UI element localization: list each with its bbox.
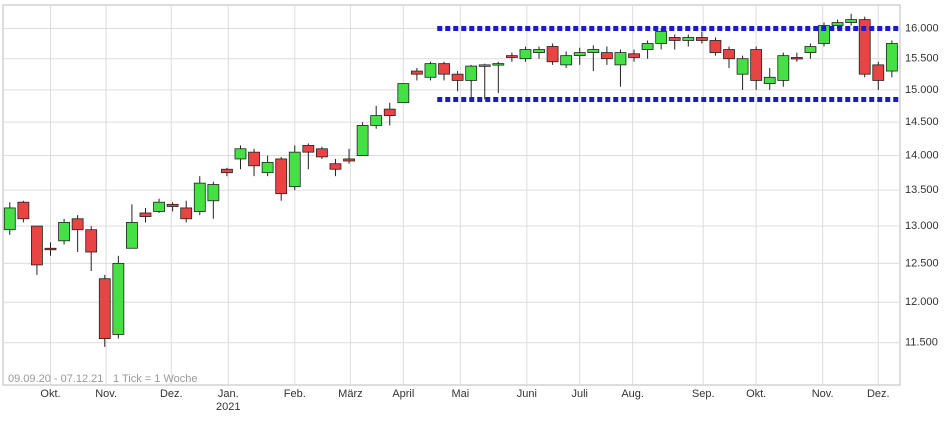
candle-body xyxy=(153,201,165,212)
candle-body xyxy=(790,57,803,60)
candle-body xyxy=(71,218,84,231)
candle-body xyxy=(560,55,573,66)
candle-body xyxy=(614,52,627,66)
x-tick-label: Juni xyxy=(517,388,537,400)
candle-body xyxy=(519,49,532,60)
date-range: 09.09.20 - 07.12.21 xyxy=(8,373,103,385)
candle-body xyxy=(628,53,640,58)
y-tick-label: 12.000 xyxy=(905,296,939,308)
candle-body xyxy=(397,83,410,104)
x-tick-label: Sep. xyxy=(692,388,715,400)
candle-body xyxy=(736,58,749,75)
x-tick-label: Feb. xyxy=(284,388,306,400)
x-tick-label: Nov. xyxy=(812,388,834,400)
x-tick-label: Aug. xyxy=(621,388,644,400)
y-tick-label: 15.500 xyxy=(905,53,939,65)
marks xyxy=(3,13,900,347)
candle-body xyxy=(546,46,559,63)
candle-body xyxy=(275,158,288,195)
candle-body xyxy=(573,52,586,57)
candle-body xyxy=(3,207,16,231)
candle-body xyxy=(221,168,233,174)
candle-body xyxy=(356,125,369,156)
x-tick-label: Juli xyxy=(571,388,588,400)
candle-body xyxy=(682,37,695,41)
candle-body xyxy=(343,158,355,162)
candle-body xyxy=(112,262,125,335)
candle-body xyxy=(410,70,423,75)
x-tick-label: Mai xyxy=(451,388,469,400)
y-tick-label: 14.500 xyxy=(905,116,939,128)
candle-body xyxy=(750,49,763,81)
candle-body xyxy=(465,65,478,81)
y-tick-label: 13.000 xyxy=(905,220,939,232)
y-tick-label: 16.000 xyxy=(905,22,939,34)
candle-body xyxy=(777,55,790,81)
candle-body xyxy=(872,64,885,81)
candle-body xyxy=(302,145,315,153)
candle-body xyxy=(858,19,871,75)
candle-body xyxy=(180,207,193,220)
candle-body xyxy=(478,64,491,67)
candle-body xyxy=(600,52,613,60)
candle-body xyxy=(763,76,776,84)
x-tick-label: April xyxy=(392,388,414,400)
candle-body xyxy=(316,148,328,158)
x-tick-label: Dez. xyxy=(867,388,890,400)
candle-body xyxy=(695,37,708,41)
x-tick-label: März xyxy=(338,388,362,400)
x-tick-label: Nov. xyxy=(95,388,117,400)
y-tick-label: 14.000 xyxy=(905,149,939,161)
y-tick-label: 12.500 xyxy=(905,257,939,269)
candle-body xyxy=(492,63,505,66)
tick-note: 1 Tick = 1 Woche xyxy=(113,373,197,385)
candle-body xyxy=(17,201,30,220)
candle-body xyxy=(587,49,600,53)
candle-body xyxy=(533,49,545,53)
candle-body xyxy=(831,22,844,26)
candle-body xyxy=(58,222,70,242)
x-tick-label: Okt. xyxy=(40,388,60,400)
candle-body xyxy=(370,115,383,126)
candle-body xyxy=(383,108,396,117)
candle-body xyxy=(655,31,668,44)
candle-body xyxy=(234,148,247,160)
candle-body xyxy=(261,161,274,174)
candle-body xyxy=(438,63,450,75)
year-label: 2021 xyxy=(216,401,240,413)
x-tick-label: Dez. xyxy=(160,388,183,400)
candle-body xyxy=(505,55,518,58)
candle-body xyxy=(98,278,111,339)
candle-body xyxy=(166,203,179,207)
candle-body xyxy=(139,212,152,217)
candle-body xyxy=(44,247,57,251)
candle-body xyxy=(709,40,722,53)
candle-body xyxy=(31,225,43,266)
candle-body xyxy=(885,43,898,72)
y-tick-label: 15.000 xyxy=(905,84,939,96)
candle-body xyxy=(723,49,735,60)
candle-body xyxy=(451,73,464,81)
candle-body xyxy=(85,229,98,253)
candle-body xyxy=(641,43,654,50)
candle-body xyxy=(424,63,437,78)
candle-body xyxy=(845,19,858,23)
y-tick-label: 13.500 xyxy=(905,184,939,196)
candle-body xyxy=(207,184,220,202)
x-tick-label: Okt. xyxy=(746,388,766,400)
candle-body xyxy=(668,37,681,41)
candle-body xyxy=(248,151,260,167)
candle-body xyxy=(818,25,830,44)
grid xyxy=(3,5,900,385)
candle-body xyxy=(329,163,342,170)
plot-frame xyxy=(2,4,901,386)
candle-body xyxy=(193,182,206,212)
labels: 09.09.20 - 07.12.21 1 Tick = 1 Woche 11.… xyxy=(8,22,939,413)
x-tick-label: Jan. xyxy=(218,388,239,400)
candle-body xyxy=(804,46,817,53)
candle-body xyxy=(288,151,301,188)
candle-body xyxy=(126,222,138,249)
y-tick-label: 11.500 xyxy=(905,337,938,349)
